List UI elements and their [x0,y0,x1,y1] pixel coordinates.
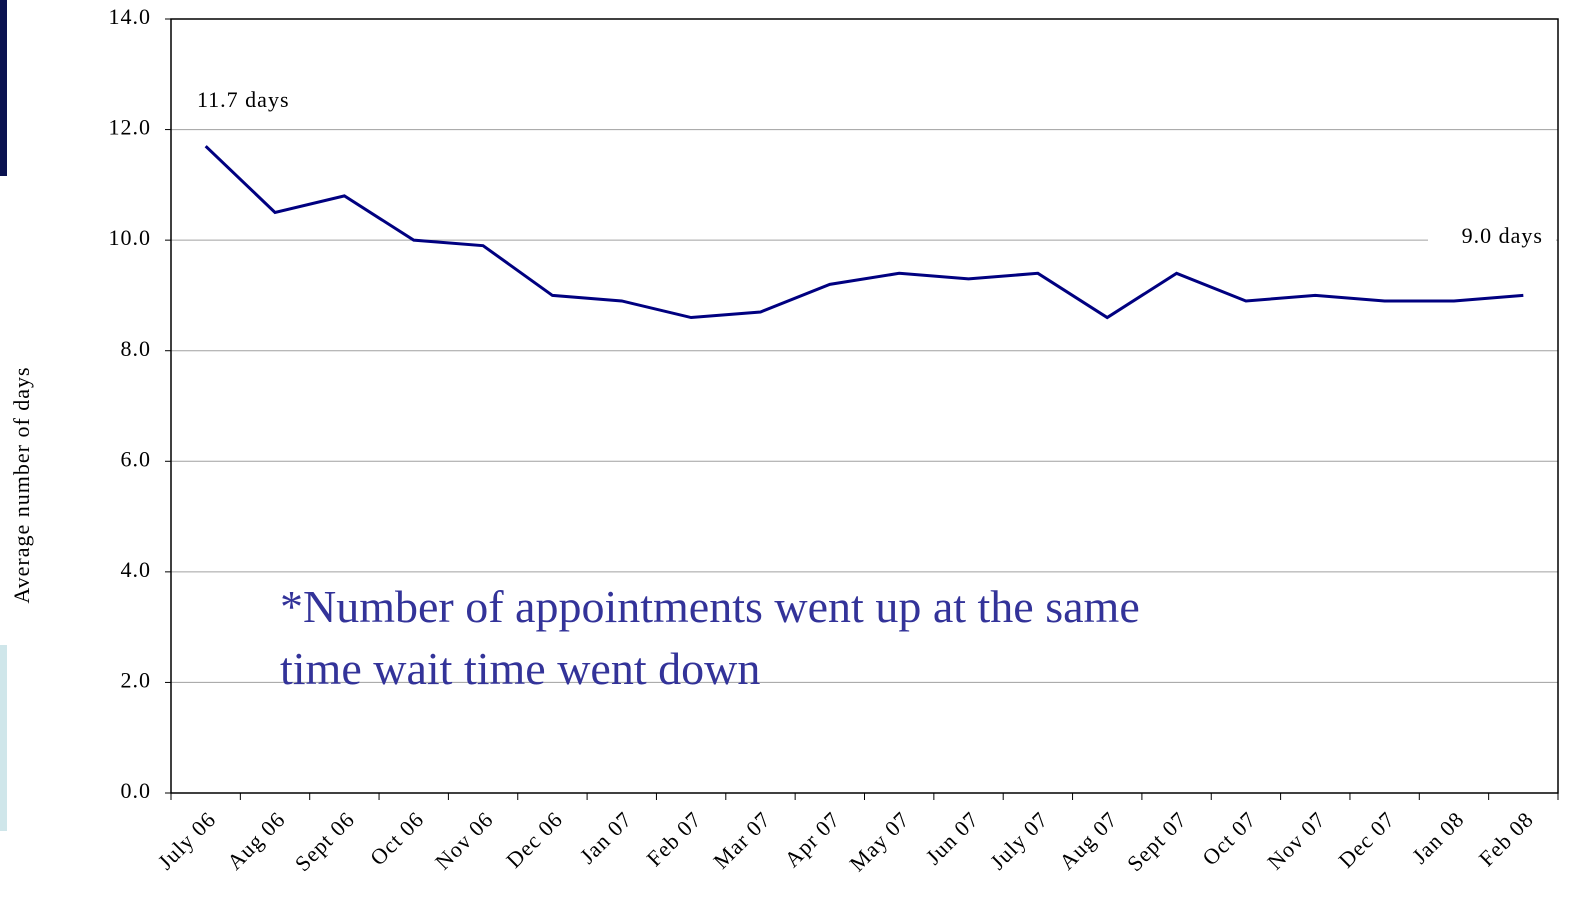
y-tick-label: 4.0 [121,557,152,582]
x-tick-label: Oct 07 [1197,806,1261,870]
x-tick-label: Feb 08 [1474,806,1539,871]
note-text: *Number of appointments went up at the s… [280,581,1140,632]
x-tick-label: Sept 07 [1122,806,1192,876]
x-tick-label: Dec 07 [1333,806,1399,872]
x-tick-label: Sept 06 [290,806,360,876]
x-tick-label: Nov 06 [430,806,498,874]
y-tick-label: 14.0 [109,4,152,29]
end-annotation-bg [1428,220,1556,272]
y-tick-label: 10.0 [109,225,152,250]
x-tick-label: Nov 07 [1262,806,1330,874]
y-tick-label: 2.0 [121,667,152,692]
y-tick-label: 6.0 [121,446,152,471]
x-tick-label: Mar 07 [708,806,775,873]
y-axis-label: Average number of days [9,366,34,603]
x-tick-label: July 07 [985,806,1053,874]
y-tick-label: 8.0 [121,336,152,361]
x-tick-label: Jun 07 [921,806,984,869]
x-tick-label: Jan 07 [575,806,637,868]
x-tick-label: May 07 [844,806,914,876]
note-text: time wait time went down [280,643,760,694]
x-tick-label: Jan 08 [1407,806,1469,868]
x-tick-label: Dec 06 [501,806,567,872]
x-tick-label: July 06 [153,806,221,874]
line-series [204,145,1524,320]
x-tick-label: Apr 07 [779,806,845,872]
y-tick-label: 12.0 [109,115,152,140]
x-tick-label: Aug 06 [222,806,290,874]
end-annotation: 9.0 days [1462,223,1543,248]
x-tick-label: Feb 07 [642,806,707,871]
decor-bar [0,645,7,831]
decor-bar [0,0,7,176]
x-tick-label: Oct 06 [365,806,429,870]
x-tick-label: Aug 07 [1054,806,1122,874]
start-annotation: 11.7 days [197,87,290,112]
y-tick-label: 0.0 [121,778,152,803]
